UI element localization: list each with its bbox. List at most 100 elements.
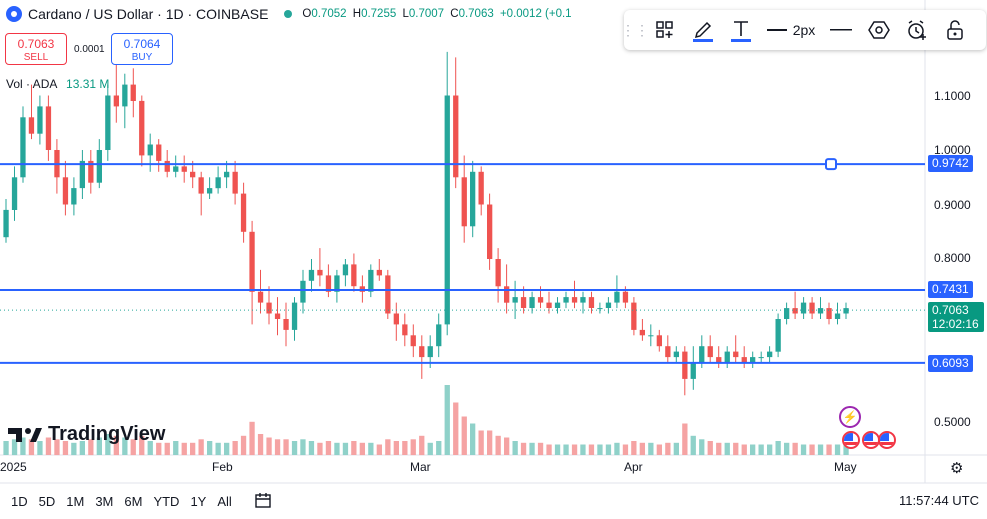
volume-bar — [359, 442, 365, 456]
time-tick: Feb — [212, 460, 233, 474]
buy-price: 0.7064 — [123, 37, 161, 51]
volume-bar — [529, 442, 535, 456]
candle-body — [224, 171, 230, 178]
volume-bar — [198, 439, 204, 456]
range-5d[interactable]: 5D — [38, 493, 56, 509]
hline-price-tag[interactable]: 0.6093 — [928, 355, 973, 372]
candle-body — [274, 313, 281, 319]
text-color-button[interactable] — [722, 10, 760, 50]
range-3m[interactable]: 3M — [95, 493, 114, 509]
volume-bar — [164, 442, 170, 456]
range-1m[interactable]: 1M — [66, 493, 85, 509]
lock-button[interactable] — [936, 10, 974, 50]
volume-bar — [537, 442, 544, 456]
volume-bar — [351, 441, 357, 455]
volume-bar — [385, 439, 391, 456]
candle-body — [122, 84, 128, 107]
candle-body — [775, 319, 781, 352]
market-open-icon — [284, 10, 293, 18]
sell-button[interactable]: 0.7063 SELL — [5, 33, 67, 65]
line-style-icon — [830, 29, 852, 31]
line-width-label: 2px — [792, 22, 816, 38]
tv-logo-icon — [8, 427, 42, 442]
volume-bar — [461, 416, 467, 455]
candle-body — [11, 177, 18, 210]
volume-bar — [605, 444, 612, 455]
volume-bar — [487, 430, 493, 455]
candle-body — [62, 177, 69, 205]
candle-body — [487, 204, 493, 259]
volume-bar — [724, 442, 730, 456]
volume-bar — [376, 444, 382, 455]
price-tick: 1.1000 — [934, 89, 971, 103]
candle-body — [622, 291, 629, 303]
candle-body — [113, 95, 119, 107]
us-flag-event-icon[interactable] — [878, 431, 896, 449]
line-width-icon — [766, 29, 787, 31]
drag-handle-icon[interactable]: ⋮⋮ — [621, 21, 649, 38]
range-1y[interactable]: 1Y — [190, 493, 207, 509]
candle-body — [648, 335, 654, 337]
range-6m[interactable]: 6M — [124, 493, 143, 509]
candle-body — [504, 286, 510, 303]
range-1d[interactable]: 1D — [11, 493, 28, 509]
candle-body — [96, 150, 102, 183]
volume-bar — [622, 444, 629, 455]
volume-bar — [283, 439, 289, 456]
volume-bar — [130, 439, 136, 456]
settings-button[interactable] — [860, 10, 898, 50]
volume-bar — [190, 442, 196, 456]
price-tick: 0.8000 — [934, 251, 971, 265]
volume-bar — [11, 439, 18, 456]
candle-body — [520, 297, 527, 308]
symbol-title[interactable]: Cardano / US Dollar · 1D · COINBASE — [28, 6, 269, 22]
volume-bar — [707, 441, 713, 455]
cardano-coin-icon — [6, 6, 22, 22]
volume-bar — [334, 442, 340, 456]
price-tick: 1.0000 — [934, 143, 971, 157]
candle-body — [190, 171, 196, 178]
lightning-event-icon[interactable]: ⚡ — [839, 406, 861, 428]
line-color-button[interactable] — [684, 10, 722, 50]
candle-body — [342, 264, 349, 276]
axis-settings-icon[interactable]: ⚙ — [950, 460, 964, 477]
candle-body — [283, 319, 289, 330]
line-style-button[interactable] — [822, 10, 860, 50]
volume-bar — [834, 444, 841, 455]
volume-bar — [113, 435, 119, 456]
volume-bar — [817, 444, 824, 455]
volume-bar — [826, 444, 832, 455]
candle-body — [707, 346, 713, 358]
volume-bar — [181, 442, 187, 456]
candle-body — [826, 308, 832, 319]
alert-button[interactable] — [898, 10, 936, 50]
candle-body — [410, 335, 416, 347]
us-flag-event-icon[interactable] — [842, 431, 860, 449]
volume-bar — [325, 441, 332, 455]
line-width-button[interactable]: 2px — [760, 10, 822, 50]
add-template-button[interactable] — [646, 10, 684, 50]
date-range-calendar-icon[interactable] — [254, 491, 272, 512]
candle-body — [614, 291, 620, 303]
candle-body — [37, 106, 43, 134]
hline-price-tag[interactable]: 0.7431 — [928, 281, 973, 298]
volume-bar — [393, 441, 399, 455]
volume-bar — [520, 442, 527, 456]
candle-body — [605, 302, 612, 308]
candle-body — [580, 297, 586, 303]
range-ytd[interactable]: YTD — [153, 493, 180, 509]
volume-legend[interactable]: Vol · ADA 13.31 M — [6, 77, 109, 91]
hline-price-tag[interactable]: 0.9742 — [928, 155, 973, 172]
candle-body — [173, 166, 179, 172]
candle-body — [588, 297, 595, 308]
volume-bar — [597, 444, 603, 455]
utc-clock[interactable]: 11:57:44 UTC — [899, 493, 979, 508]
range-all[interactable]: All — [217, 493, 232, 509]
buy-button[interactable]: 0.7064 BUY — [111, 33, 173, 65]
volume-bar — [20, 437, 26, 455]
volume-bar — [571, 444, 578, 455]
tradingview-logo[interactable]: TradingView — [8, 423, 165, 446]
candle-body — [767, 351, 773, 358]
candle-body — [741, 357, 747, 363]
